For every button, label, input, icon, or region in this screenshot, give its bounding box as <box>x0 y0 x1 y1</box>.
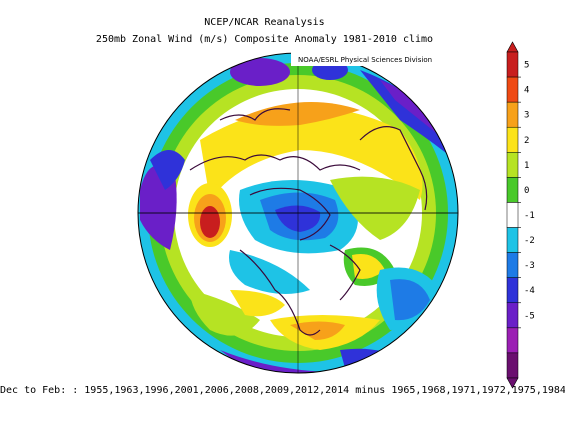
colorbar-segment <box>506 327 519 354</box>
colorbar-tick-label: -5 <box>524 311 535 321</box>
colorbar-tick-label: -2 <box>524 236 535 246</box>
colorbar-segment <box>506 152 519 178</box>
colorbar-tick-label: -1 <box>524 211 535 221</box>
colorbar-tick-label: 0 <box>524 186 529 196</box>
colorbar-segment <box>506 177 519 203</box>
credit-label: NOAA/ESRL Physical Sciences Division <box>298 56 432 64</box>
colorbar-segment <box>506 227 519 253</box>
colorbar-segment <box>506 76 519 103</box>
colorbar-segment <box>506 352 519 379</box>
colorbar-segment <box>506 277 519 304</box>
credit-box: NOAA/ESRL Physical Sciences Division <box>291 52 451 66</box>
colorbar-segment <box>506 101 519 128</box>
title-line-1: NCEP/NCAR Reanalysis <box>204 17 325 28</box>
colorbar-tick-label: -3 <box>524 261 535 271</box>
colorbar-segment <box>506 126 519 153</box>
title-line-2: 250mb Zonal Wind (m/s) Composite Anomaly… <box>95 34 434 45</box>
colorbar-segment <box>506 202 519 228</box>
colorbar-segment <box>506 51 519 78</box>
colorbar-segment <box>506 302 519 329</box>
colorbar-tick-label: 1 <box>524 161 529 171</box>
colorbar-top-arrow <box>506 41 519 53</box>
colorbar-bottom-arrow <box>506 377 519 389</box>
composite-years-footer: Dec to Feb: : 1955,1963,1996,2001,2006,2… <box>0 385 565 396</box>
colorbar-segment <box>506 252 519 278</box>
colorbar-tick-label: 5 <box>524 61 529 71</box>
colorbar-tick-label: 4 <box>524 86 529 96</box>
colorbar-tick-label: 2 <box>524 136 529 146</box>
colorbar-tick-label: 3 <box>524 111 529 121</box>
colorbar-tick-label: -4 <box>524 286 535 296</box>
